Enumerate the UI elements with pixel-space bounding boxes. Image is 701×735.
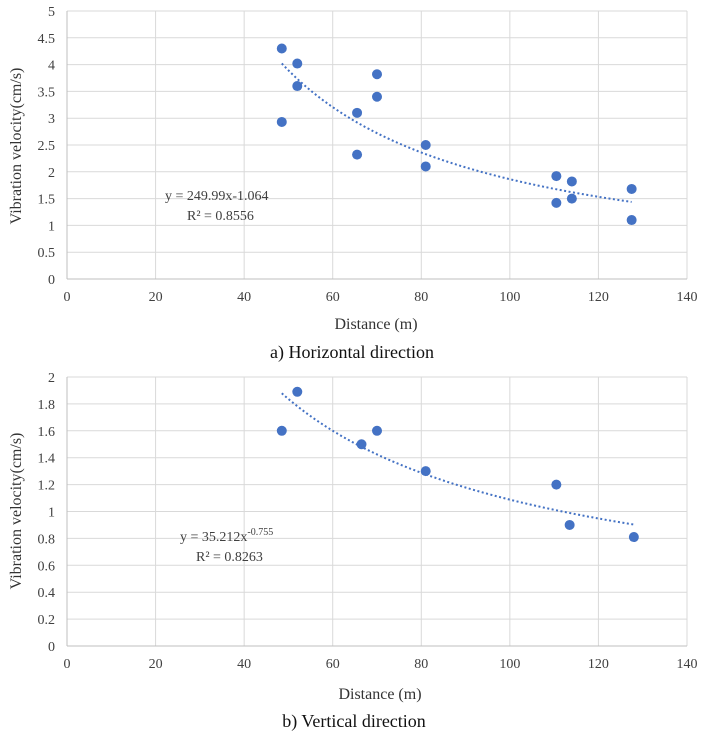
chart-caption: a) Horizontal direction bbox=[270, 342, 434, 363]
trendline-group bbox=[281, 392, 635, 526]
y-tick-label: 1.6 bbox=[38, 425, 56, 440]
data-point bbox=[420, 466, 431, 477]
x-tick-label: 0 bbox=[64, 290, 71, 305]
data-point bbox=[628, 532, 639, 543]
data-point bbox=[276, 43, 287, 54]
y-tick-label: 2 bbox=[48, 371, 55, 386]
x-tick-label: 0 bbox=[64, 657, 71, 672]
data-point bbox=[626, 183, 637, 194]
trendline-equation: y = 35.212x-0.755 bbox=[180, 527, 273, 545]
data-point bbox=[566, 176, 577, 187]
data-point bbox=[352, 107, 363, 118]
x-tick-label: 60 bbox=[326, 657, 340, 672]
data-point bbox=[372, 425, 382, 436]
x-tick-label: 40 bbox=[237, 290, 251, 305]
y-tick-label: 1 bbox=[48, 219, 55, 234]
trendline-equation-base: y = 35.212x bbox=[180, 530, 247, 545]
y-tick-label: 4 bbox=[48, 59, 55, 74]
grid bbox=[67, 10, 688, 280]
y-tick-label: 5 bbox=[48, 5, 55, 20]
y-tick-label: 2 bbox=[48, 166, 55, 181]
data-point bbox=[420, 140, 431, 150]
data-point bbox=[372, 91, 382, 102]
x-tick-label: 120 bbox=[588, 290, 609, 305]
trendline-equation: y = 249.99x-1.064 bbox=[165, 189, 269, 204]
chart-horizontal-direction: 0 0.5 1 1.5 2 2.5 3 3.5 4 4.5 5 0 20 40 60 80 100 120 140… bbox=[8, 5, 698, 363]
y-tick-labels: 0 0.2 0.4 0.6 0.8 1 1.2 1.4 1.6 1.8 2 bbox=[38, 371, 56, 655]
x-tick-label: 80 bbox=[414, 657, 428, 672]
y-tick-label: 1.4 bbox=[38, 452, 56, 467]
axes bbox=[66, 377, 687, 647]
y-tick-label: 2.5 bbox=[38, 139, 56, 154]
x-tick-label: 20 bbox=[149, 290, 163, 305]
y-tick-labels: 0 0.5 1 1.5 2 2.5 3 3.5 4 4.5 5 bbox=[38, 5, 56, 288]
y-tick-label: 1.8 bbox=[38, 398, 56, 413]
x-tick-label: 140 bbox=[677, 657, 698, 672]
data-point bbox=[626, 215, 637, 226]
grid bbox=[67, 376, 688, 647]
x-tick-label: 120 bbox=[588, 657, 609, 672]
data-point bbox=[292, 81, 303, 92]
x-tick-label: 100 bbox=[499, 657, 520, 672]
y-tick-label: 3 bbox=[48, 112, 55, 127]
y-axis-title: Vibration velocity(cm/s) bbox=[8, 433, 25, 590]
trendline-group bbox=[281, 62, 632, 203]
data-point bbox=[276, 116, 287, 127]
x-tick-label: 100 bbox=[499, 290, 520, 305]
data-point bbox=[372, 69, 382, 80]
y-tick-label: 0.5 bbox=[38, 246, 56, 261]
x-axis-title: Distance (m) bbox=[334, 316, 417, 333]
y-tick-label: 0 bbox=[48, 273, 55, 288]
x-tick-label: 80 bbox=[414, 290, 428, 305]
power-trendline bbox=[281, 62, 632, 203]
x-tick-label: 140 bbox=[677, 290, 698, 305]
data-points bbox=[276, 43, 637, 226]
y-tick-label: 0.4 bbox=[38, 586, 56, 601]
y-tick-label: 4.5 bbox=[38, 32, 56, 47]
x-tick-label: 60 bbox=[326, 290, 340, 305]
y-tick-label: 1 bbox=[48, 506, 55, 521]
y-tick-label: 3.5 bbox=[38, 85, 56, 100]
data-point bbox=[420, 161, 431, 172]
data-point bbox=[292, 58, 303, 69]
data-point bbox=[551, 197, 562, 208]
x-tick-label: 40 bbox=[237, 657, 251, 672]
trendline-r-squared: R² = 0.8263 bbox=[196, 550, 263, 565]
y-tick-label: 1.5 bbox=[38, 193, 56, 208]
x-tick-labels: 0 20 40 60 80 100 120 140 bbox=[64, 290, 698, 305]
y-axis-title: Vibration velocity(cm/s) bbox=[8, 68, 25, 225]
data-point bbox=[276, 425, 287, 436]
y-tick-label: 1.2 bbox=[38, 479, 56, 494]
data-point bbox=[551, 479, 562, 490]
trendline-r-squared: R² = 0.8556 bbox=[187, 209, 254, 224]
data-point bbox=[292, 386, 303, 397]
data-points bbox=[276, 386, 639, 543]
data-point bbox=[551, 171, 562, 182]
axes bbox=[66, 11, 687, 280]
trendline-equation-exponent: -0.755 bbox=[247, 527, 273, 538]
y-tick-label: 0.2 bbox=[38, 613, 56, 628]
data-point bbox=[564, 519, 575, 530]
x-tick-labels: 0 20 40 60 80 100 120 140 bbox=[64, 657, 698, 672]
chart-vertical-direction: 0 0.2 0.4 0.6 0.8 1 1.2 1.4 1.6 1.8 2 0 20 40 60 80 100… bbox=[8, 371, 698, 732]
y-tick-label: 0 bbox=[48, 640, 55, 655]
y-tick-label: 0.8 bbox=[38, 532, 56, 547]
power-trendline bbox=[281, 392, 635, 526]
x-axis-title: Distance (m) bbox=[338, 686, 421, 703]
x-tick-label: 20 bbox=[149, 657, 163, 672]
y-tick-label: 0.6 bbox=[38, 559, 56, 574]
chart-caption: b) Vertical direction bbox=[282, 711, 426, 732]
data-point bbox=[352, 149, 363, 160]
data-point bbox=[356, 439, 367, 450]
data-point bbox=[566, 193, 577, 204]
